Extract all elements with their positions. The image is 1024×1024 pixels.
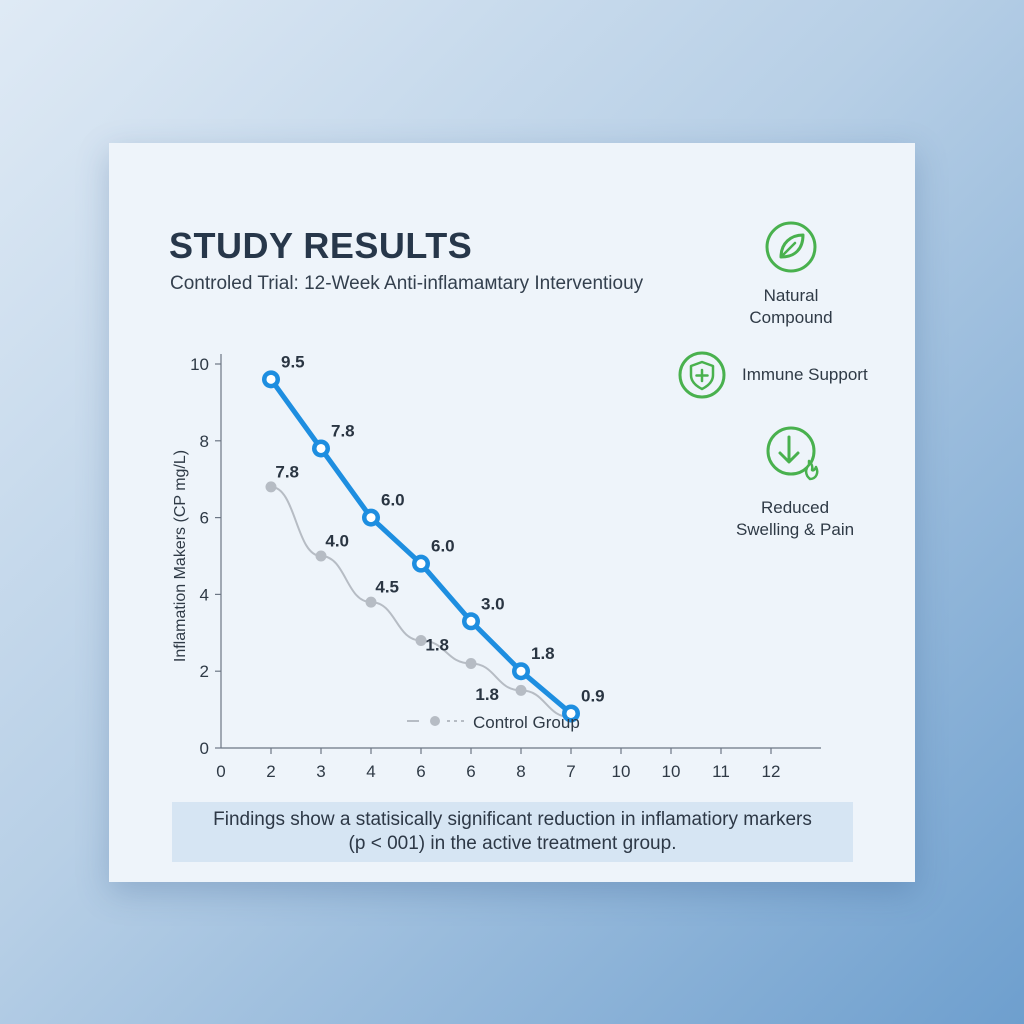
page-subtitle: Controled Trial: 12-Week Anti-inflamaмta… (170, 273, 644, 294)
control-data-point (465, 658, 477, 670)
control-data-point (515, 684, 527, 696)
y-tick-label: 0 (200, 739, 209, 758)
treatment-data-point-center (516, 666, 526, 676)
data-label-above: 3.0 (481, 594, 505, 613)
treatment-data-point-center (316, 443, 326, 453)
x-tick-label: 7 (566, 762, 575, 781)
treatment-data-point-center (366, 513, 376, 523)
y-tick-label: 6 (200, 509, 209, 528)
y-tick-label: 8 (200, 432, 209, 451)
feature-label-line1: Reduced (760, 498, 830, 517)
y-axis-label: Inflamation Makers (CP mg/L) (172, 450, 189, 662)
treatment-data-point-center (416, 559, 426, 569)
chart-legend: Control Group (407, 713, 580, 732)
feature-label-line1: Natural (763, 286, 819, 305)
data-label-above: 6.0 (431, 537, 455, 556)
control-data-point (365, 596, 377, 608)
x-tick-label: 12 (762, 762, 781, 781)
x-tick-label: 10 (662, 762, 681, 781)
x-tick-label: 0 (216, 762, 225, 781)
control-data-point (415, 634, 427, 646)
data-label-below: 1.8 (425, 635, 449, 654)
y-tick-label: 2 (200, 662, 209, 681)
x-tick-label: 6 (466, 762, 475, 781)
shield-plus-icon (678, 351, 726, 399)
down-arrow-flame-icon (766, 426, 819, 481)
x-tick-label: 8 (516, 762, 525, 781)
treatment-data-point-center (466, 616, 476, 626)
findings-line1: Findings show a statisically significant… (213, 809, 812, 830)
x-tick-label: 6 (416, 762, 425, 781)
leaf-icon (765, 221, 817, 273)
feature-label-line2: Compound (749, 308, 833, 327)
control-data-point (265, 481, 277, 493)
feature-label-line2: Swelling & Pain (735, 520, 855, 539)
x-tick-label: 3 (316, 762, 325, 781)
page-title: STUDY RESULTS (169, 225, 473, 266)
data-label-above: 9.5 (281, 352, 305, 371)
feature-reduced-swelling: Reduced Swelling & Pain (720, 425, 870, 541)
control-series-line (270, 485, 572, 719)
treatment-data-point-center (566, 708, 576, 718)
results-card: STUDY RESULTS Controled Trial: 12-Week A… (109, 143, 915, 882)
data-label-above: 1.8 (531, 644, 555, 663)
y-tick-label: 4 (200, 585, 209, 604)
data-label-below: 1.8 (475, 685, 499, 704)
feature-label: Immune Support (742, 365, 868, 384)
data-label-above: 0.9 (581, 686, 605, 705)
data-label-below: 4.0 (325, 532, 349, 551)
feature-immune-support: Immune Support (678, 351, 868, 399)
findings-box: Findings show a statisically significant… (172, 802, 853, 862)
feature-natural-compound: Natural Compound (726, 219, 856, 329)
data-label-below: 7.8 (275, 462, 299, 481)
y-tick-label: 10 (190, 355, 209, 374)
treatment-data-point-center (266, 374, 276, 384)
treatment-series-line (268, 377, 573, 716)
x-tick-label: 10 (612, 762, 631, 781)
findings-line2: (p < 001) in the active treatment group. (348, 833, 677, 854)
x-tick-label: 2 (266, 762, 275, 781)
data-label-below: 4.5 (375, 578, 399, 597)
legend-marker (430, 716, 440, 726)
x-tick-label: 4 (366, 762, 375, 781)
legend-label: Control Group (473, 713, 580, 732)
data-label-above: 7.8 (331, 421, 355, 440)
data-label-above: 6.0 (381, 491, 405, 510)
control-data-point (315, 550, 327, 562)
line-chart: 0 2 4 6 8 10 0 2 3 4 6 6 8 7 10 10 11 12 Inflamation Maker… (172, 352, 821, 781)
x-tick-label: 11 (712, 762, 730, 781)
